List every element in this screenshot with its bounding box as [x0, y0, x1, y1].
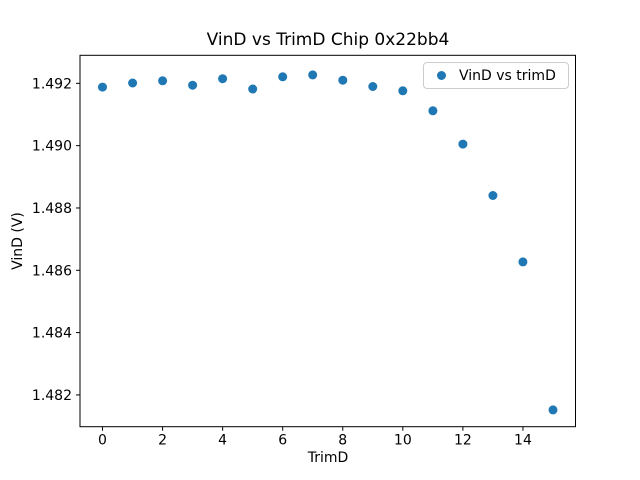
data-point	[548, 405, 558, 415]
data-point	[278, 72, 288, 82]
y-tick-label: 1.492	[32, 76, 72, 92]
y-tick-label: 1.482	[32, 388, 72, 404]
axes-frame	[79, 54, 576, 428]
data-point	[128, 78, 138, 88]
legend-label: VinD vs trimD	[459, 67, 556, 84]
data-point	[308, 70, 318, 80]
data-point	[368, 82, 378, 91]
y-tick-label: 1.486	[32, 263, 72, 279]
x-tick-label: 6	[278, 433, 287, 449]
legend-marker-dot	[437, 71, 446, 80]
x-tick-label: 8	[338, 433, 347, 449]
x-axis-label: TrimD	[307, 450, 349, 466]
data-point	[518, 257, 528, 267]
chart-title: VinD vs TrimD Chip 0x22bb4	[206, 30, 450, 50]
y-tick-label: 1.484	[32, 326, 72, 342]
data-point	[338, 75, 348, 85]
x-tick-label: 12	[454, 433, 472, 449]
data-point	[428, 106, 438, 116]
data-point	[248, 84, 258, 94]
x-tick-label: 10	[394, 433, 412, 449]
x-tick-label: 2	[158, 433, 167, 449]
data-point	[218, 74, 228, 84]
x-tick-label: 14	[514, 433, 532, 449]
data-point	[488, 191, 498, 200]
data-point	[98, 82, 107, 92]
y-tick-label: 1.488	[32, 201, 72, 217]
legend: VinD vs trimD	[423, 62, 569, 89]
y-tick-label: 1.490	[32, 139, 72, 155]
y-axis-label: VinD (V)	[10, 212, 26, 270]
data-point	[458, 139, 468, 149]
x-tick-label: 0	[98, 433, 107, 449]
data-point	[158, 76, 168, 86]
data-point	[398, 86, 408, 96]
data-point	[188, 80, 198, 90]
x-tick-label: 4	[218, 433, 227, 449]
